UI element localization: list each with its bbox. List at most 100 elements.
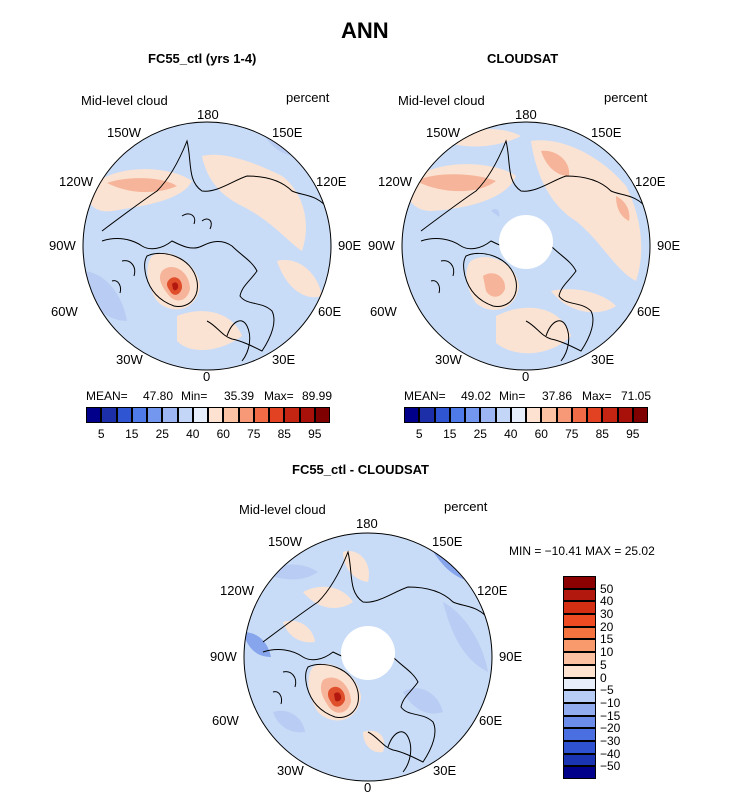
colorbar-swatch: [563, 690, 596, 703]
colorbar-tick-label: 15: [125, 427, 139, 441]
lon-label-60w: 60W: [370, 304, 397, 319]
colorbar-swatch: [177, 407, 193, 423]
panel3-title: FC55_ctl - CLOUDSAT: [292, 462, 429, 477]
colorbar-tick-label: −30: [600, 733, 621, 748]
panel2-colorbar-ticks: 5 15 25 40 60 75 85 95: [404, 427, 648, 441]
colorbar-tick-label: 5: [97, 427, 105, 441]
colorbar-swatch: [563, 740, 596, 754]
colorbar-swatch: [563, 639, 596, 653]
map-border: [243, 532, 493, 782]
colorbar-swatch: [253, 407, 269, 423]
lon-label-60w: 60W: [212, 713, 239, 728]
panel1-title: FC55_ctl (yrs 1-4): [148, 51, 257, 66]
colorbar-swatch: [495, 407, 511, 423]
lon-label-150e: 150E: [591, 125, 622, 140]
colorbar-swatch: [563, 702, 596, 716]
panel1-max-value: 89.99: [302, 389, 333, 403]
colorbar-swatch: [86, 407, 102, 423]
lon-label-120e: 120E: [477, 583, 508, 598]
lon-label-180: 180: [197, 107, 219, 122]
colorbar-tick-label: −20: [600, 721, 621, 736]
colorbar-swatch: [526, 407, 542, 423]
colorbar-tick-label: 15: [443, 427, 457, 441]
colorbar-tick-label: 15: [600, 632, 614, 647]
colorbar-swatch: [541, 407, 557, 423]
panel3-colorbar: [563, 576, 596, 779]
colorbar-tick-label: 25: [155, 427, 169, 441]
panel1-mean-label: MEAN=: [86, 389, 128, 403]
colorbar-tick-label: 0: [600, 670, 607, 685]
lon-label-120e: 120E: [635, 174, 666, 189]
lon-label-60e: 60E: [318, 304, 342, 319]
colorbar-swatch: [632, 407, 648, 423]
panel2-colorbar: [404, 407, 648, 423]
colorbar-swatch: [563, 652, 596, 665]
colorbar-swatch: [480, 407, 496, 423]
colorbar-swatch: [238, 407, 254, 423]
lon-label-60e: 60E: [637, 304, 661, 319]
cloud-shading: [406, 129, 642, 354]
lon-label-150e: 150E: [432, 534, 463, 549]
lon-label-180: 180: [356, 516, 378, 531]
colorbar-tick-label: 40: [504, 427, 518, 441]
lon-label-30w: 30W: [435, 352, 462, 367]
colorbar-tick-label: 75: [247, 427, 261, 441]
colorbar-swatch: [162, 407, 178, 423]
lon-label-150e: 150E: [272, 125, 303, 140]
map-border: [401, 121, 651, 371]
lon-label-90e: 90E: [499, 649, 523, 664]
panel1-min-label: Min=: [181, 389, 208, 403]
colorbar-swatch: [192, 407, 208, 423]
colorbar-swatch: [563, 753, 596, 767]
colorbar-swatch: [314, 407, 330, 423]
panel2-mean-label: MEAN=: [404, 389, 446, 403]
lon-label-180: 180: [515, 107, 537, 122]
colorbar-tick-label: 25: [473, 427, 487, 441]
lon-label-120e: 120E: [316, 174, 347, 189]
lon-label-0: 0: [522, 369, 530, 384]
panel2-title: CLOUDSAT: [487, 51, 559, 66]
colorbar-swatch: [510, 407, 526, 423]
lon-label-150w: 150W: [426, 125, 460, 140]
colorbar-tick-label: 85: [277, 427, 291, 441]
lon-label-60w: 60W: [51, 304, 78, 319]
colorbar-swatch: [556, 407, 572, 423]
lon-label-150w: 150W: [268, 534, 302, 549]
lon-label-30e: 30E: [272, 352, 296, 367]
colorbar-swatch: [116, 407, 132, 423]
colorbar-tick-label: 40: [186, 427, 200, 441]
lon-label-30e: 30E: [433, 763, 457, 778]
colorbar-tick-label: 20: [600, 619, 614, 634]
lon-label-90w: 90W: [210, 649, 237, 664]
colorbar-swatch: [449, 407, 465, 423]
colorbar-tick-label: 5: [415, 427, 423, 441]
colorbar-swatch: [563, 576, 596, 589]
cloud-shading: [83, 122, 322, 351]
colorbar-tick-label: 30: [600, 607, 614, 622]
colorbar-tick-label: 50: [600, 581, 614, 596]
colorbar-swatch: [563, 766, 596, 779]
colorbar-tick-label: 95: [308, 427, 322, 441]
colorbar-tick-label: 85: [595, 427, 609, 441]
panel1-colorbar: [86, 407, 330, 423]
lon-label-90w: 90W: [49, 238, 76, 253]
panel1-max-label: Max=: [264, 389, 294, 403]
lon-label-30w: 30W: [116, 352, 143, 367]
lon-label-90e: 90E: [657, 238, 681, 253]
lon-label-120w: 120W: [59, 174, 93, 189]
colorbar-swatch: [208, 407, 224, 423]
lon-label-0: 0: [364, 780, 372, 795]
lon-label-30w: 30W: [277, 763, 304, 778]
panel3-polar-map: [243, 532, 493, 782]
colorbar-swatch: [587, 407, 603, 423]
missing-data-polar-hole: [341, 626, 395, 680]
lon-label-150w: 150W: [107, 125, 141, 140]
lon-label-120w: 120W: [378, 174, 412, 189]
panel2-max-label: Max=: [582, 389, 612, 403]
colorbar-swatch: [269, 407, 285, 423]
panel1-colorbar-ticks: 5 15 25 40 60 75 85 95: [86, 427, 330, 441]
panel1-min-value: 35.39: [224, 389, 255, 403]
panel3-units-label: percent: [444, 499, 488, 514]
colorbar-tick-label: −5: [600, 683, 614, 698]
colorbar-swatch: [602, 407, 618, 423]
